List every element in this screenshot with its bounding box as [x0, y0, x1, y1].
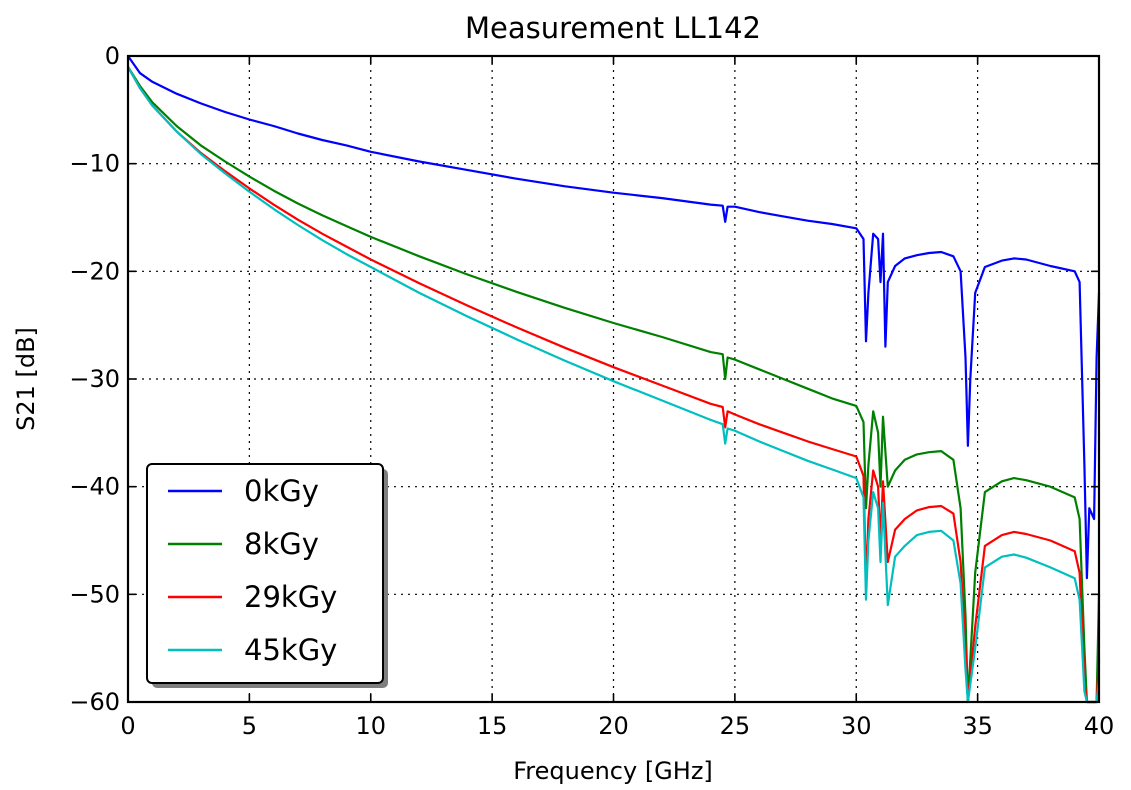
y-tick-label: −30: [69, 365, 120, 393]
y-axis-label: S21 [dB]: [12, 327, 40, 431]
legend-label-45kGy: 45kGy: [244, 633, 337, 667]
x-tick-label: 15: [477, 712, 508, 740]
series-line-29kGy: [127, 66, 1101, 704]
series-line-45kGy: [127, 66, 1101, 704]
x-tick-label: 5: [242, 712, 257, 740]
x-tick-label: 20: [598, 712, 629, 740]
series-line-0kGy: [127, 55, 1101, 580]
x-tick-label: 30: [841, 712, 872, 740]
series-lines: [127, 55, 1101, 704]
x-tick-label: 0: [120, 712, 135, 740]
x-tick-label: 35: [962, 712, 993, 740]
legend-label-8kGy: 8kGy: [244, 527, 319, 561]
legend: 0kGy 8kGy 29kGy 45kGy: [146, 463, 388, 688]
x-axis-label: Frequency [GHz]: [513, 757, 713, 785]
series-line-8kGy: [127, 66, 1101, 704]
x-tick-label: 25: [720, 712, 751, 740]
legend-label-29kGy: 29kGy: [244, 580, 337, 614]
y-tick-label: −20: [69, 257, 120, 285]
y-tick-label: −60: [69, 688, 120, 716]
y-tick-label: −10: [69, 150, 120, 178]
chart-title: Measurement LL142: [465, 11, 761, 45]
x-tick-label: 40: [1084, 712, 1115, 740]
legend-label-0kGy: 0kGy: [244, 474, 319, 508]
y-tick-label: −40: [69, 473, 120, 501]
legend-entries: 0kGy 8kGy 29kGy 45kGy: [168, 474, 337, 667]
y-tick-label: −50: [69, 580, 120, 608]
legend-box: [146, 463, 384, 684]
x-tick-label: 10: [355, 712, 386, 740]
y-tick-label: 0: [105, 42, 120, 70]
axis-ticks: 0 5 10 15 20 25 30 35 40 0 −10 −20 −30 −40 −50 −60: [69, 42, 1114, 740]
